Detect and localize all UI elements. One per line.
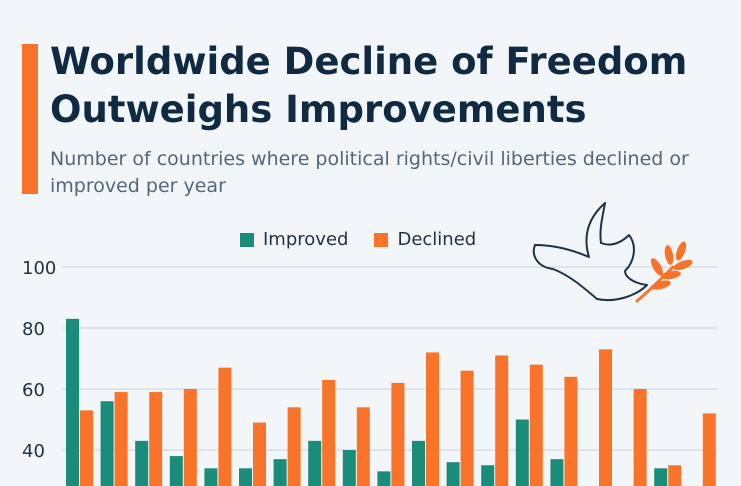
- bar-improved: [135, 440, 149, 486]
- legend-item-declined: Declined: [374, 229, 476, 250]
- bar-declined: [356, 407, 370, 486]
- bar-declined: [391, 382, 405, 486]
- accent-bar: [22, 44, 38, 194]
- bar-declined: [599, 349, 612, 486]
- bar-improved: [239, 468, 252, 486]
- bar-improved: [308, 440, 322, 486]
- bar-improved: [100, 401, 114, 486]
- bar-declined: [633, 389, 647, 486]
- chart-subtitle: Number of countries where political righ…: [50, 148, 689, 197]
- bar-declined: [253, 422, 266, 486]
- bar-improved: [446, 462, 460, 486]
- bar-declined: [183, 389, 197, 486]
- legend-label-declined: Declined: [397, 229, 477, 250]
- legend-item-improved: Improved: [240, 229, 348, 250]
- bar-declined: [287, 407, 301, 486]
- bars: [66, 318, 716, 486]
- bar-declined: [114, 392, 128, 486]
- bar-improved: [377, 471, 391, 486]
- dove-with-olive-branch-icon: [532, 202, 693, 303]
- bar-declined: [322, 379, 336, 486]
- legend: Improved Declined: [240, 229, 502, 250]
- bar-improved: [169, 456, 183, 486]
- bar-improved: [412, 440, 425, 486]
- bar-improved: [550, 459, 564, 486]
- bar-declined: [564, 376, 578, 486]
- legend-label-improved: Improved: [263, 229, 349, 250]
- legend-swatch-declined: [374, 232, 389, 247]
- bar-declined: [495, 355, 509, 486]
- bar-declined: [426, 352, 439, 486]
- bar-improved: [273, 459, 287, 486]
- bar-declined: [460, 370, 474, 486]
- bar-improved: [481, 465, 495, 486]
- bar-declined: [702, 413, 716, 486]
- y-tick-label: 100: [22, 258, 56, 279]
- y-tick-label: 80: [22, 319, 45, 340]
- bar-improved: [342, 450, 356, 486]
- bar-improved: [515, 419, 529, 486]
- bar-declined: [218, 367, 232, 486]
- legend-swatch-improved: [240, 232, 254, 247]
- chart-title: Worldwide Decline of Freedom Outweighs I…: [50, 40, 688, 131]
- y-tick-label: 40: [22, 441, 45, 462]
- bar-declined: [80, 410, 93, 486]
- bar-declined: [149, 392, 163, 486]
- bar-improved: [204, 468, 218, 486]
- y-axis-ticks: 40 60 80 100: [22, 258, 56, 462]
- y-tick-label: 60: [22, 380, 45, 401]
- olive-branch-icon: [635, 241, 693, 303]
- bar-improved: [654, 468, 668, 486]
- bar-improved: [66, 318, 79, 486]
- bar-declined: [529, 364, 543, 486]
- bar-declined: [668, 465, 682, 486]
